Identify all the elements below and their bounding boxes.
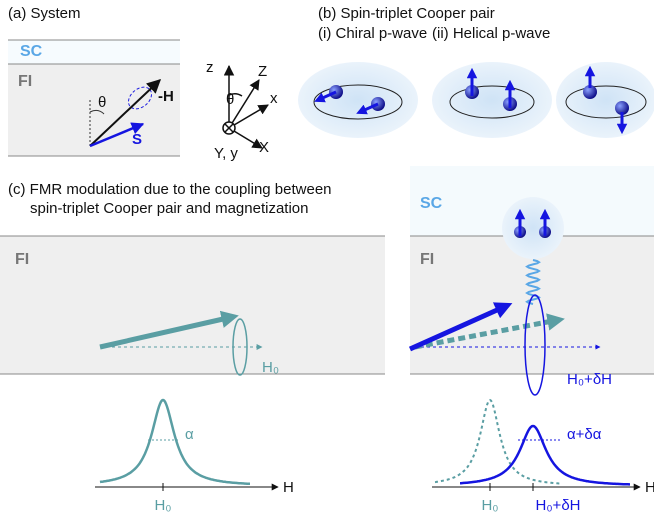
resonance-curve [460,426,630,484]
fi-label: FI [15,251,29,268]
panel-c-title: spin-triplet Cooper pair and magnetizati… [30,200,309,217]
sc-label: SC [20,43,43,60]
field-label: H₀+δH [567,371,612,388]
panel-c-title: (c) FMR modulation due to the coupling b… [8,181,332,198]
axis-label: x [270,90,278,107]
theta-label: θ [98,94,106,111]
panel-a-title: (a) System [8,5,81,22]
axis-label: X [259,139,269,156]
figure: (a) System SC FI θ -H S z Z θ x Y, y X (… [0,0,654,519]
tick-label: H₀+δH [536,497,581,514]
spin-label: S [132,131,142,148]
axis-label: z [206,59,214,76]
field-label: -H [158,88,174,105]
fi-label: FI [18,73,32,90]
axis-label: H [645,479,654,496]
chiral-label: (i) Chiral p-wave [318,25,427,42]
fi-layer [0,236,385,374]
tick-label: H₀ [481,497,498,514]
axis-label: H [283,479,294,496]
cooper-pairs [298,62,654,138]
tick-label: H₀ [154,497,171,514]
axis-label: Z [258,63,267,80]
axis-label: Y, y [214,145,238,162]
fi-label: FI [420,251,434,268]
helical-label: (ii) Helical p-wave [432,25,550,42]
damping-label: α [185,426,194,443]
axis-label: θ [226,91,234,108]
damping-label: α+δα [567,426,602,443]
field-label: H₀ [262,359,279,376]
sc-label: SC [420,195,443,212]
resonance-curve [100,400,250,484]
panel-b-title: (b) Spin-triplet Cooper pair [318,5,495,22]
